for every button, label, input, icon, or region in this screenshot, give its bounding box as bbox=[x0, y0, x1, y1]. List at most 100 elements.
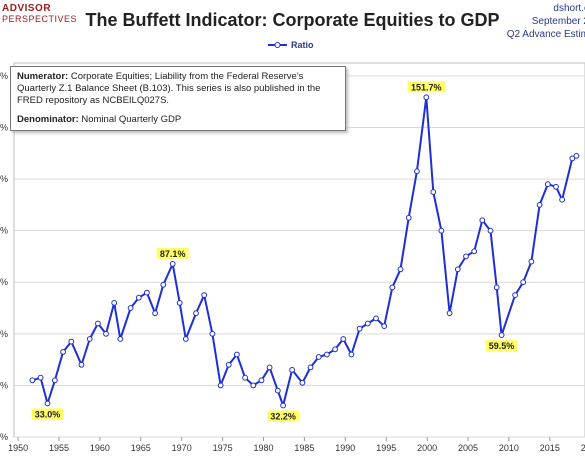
x-tick-label: 2015 bbox=[540, 443, 560, 453]
data-point bbox=[446, 310, 453, 317]
data-point bbox=[536, 202, 543, 208]
x-tick-label: 2005 bbox=[458, 443, 478, 453]
chart-title: The Buffett Indicator: Corporate Equitie… bbox=[85, 10, 500, 30]
data-point bbox=[111, 300, 118, 306]
x-tick-label: 1950 bbox=[8, 443, 28, 453]
annotation-label: 32.2% bbox=[270, 412, 296, 422]
y-tick-label: % bbox=[0, 71, 8, 81]
x-tick-label: 1990 bbox=[335, 443, 355, 453]
data-point bbox=[103, 330, 109, 337]
logo-line-2: PERSPECTIVES bbox=[2, 14, 78, 24]
data-point bbox=[498, 332, 505, 339]
data-point bbox=[471, 248, 478, 255]
x-tick-label: 2020 bbox=[581, 443, 585, 453]
data-point bbox=[258, 377, 265, 384]
annotation-highlight bbox=[31, 408, 64, 420]
logo-line-1: ADVISOR bbox=[2, 3, 52, 14]
data-point bbox=[454, 266, 461, 273]
annotation-label: 33.0% bbox=[35, 409, 61, 419]
x-tick-label: 1970 bbox=[172, 443, 192, 453]
data-point bbox=[152, 310, 159, 317]
data-point bbox=[209, 330, 216, 337]
data-point bbox=[201, 292, 208, 299]
data-point bbox=[559, 196, 565, 203]
annotation-highlight bbox=[407, 81, 446, 93]
data-point bbox=[176, 300, 183, 306]
data-point bbox=[348, 351, 355, 358]
data-point bbox=[512, 292, 518, 299]
data-point bbox=[573, 153, 580, 159]
source-info: dshort.c September 2 Q2 Advance Estim bbox=[507, 2, 585, 41]
source-site: dshort.c bbox=[553, 3, 585, 14]
annotation-highlight bbox=[156, 247, 189, 259]
source-date: September 2 bbox=[531, 16, 585, 27]
definition-box: Numerator: Corporate Equities; Liability… bbox=[10, 66, 346, 131]
numerator-label: Numerator: bbox=[17, 71, 69, 82]
data-point bbox=[217, 382, 224, 389]
y-tick-label: % bbox=[0, 174, 8, 184]
data-point bbox=[569, 155, 576, 162]
y-tick-label: % bbox=[0, 277, 8, 287]
data-point bbox=[280, 402, 287, 409]
annotation-highlight bbox=[485, 340, 518, 352]
data-point bbox=[44, 400, 51, 407]
data-point bbox=[463, 253, 469, 260]
data-point bbox=[307, 364, 314, 371]
data-point bbox=[225, 361, 232, 368]
data-point bbox=[332, 346, 339, 353]
data-point bbox=[414, 168, 420, 175]
annotation-label: 87.1% bbox=[160, 249, 186, 259]
data-point bbox=[193, 310, 199, 317]
data-point bbox=[356, 325, 363, 332]
data-point bbox=[493, 284, 500, 291]
data-point bbox=[135, 294, 142, 301]
data-point bbox=[381, 323, 388, 330]
data-point bbox=[315, 354, 322, 360]
data-point bbox=[144, 289, 150, 296]
x-tick-label: 1955 bbox=[49, 443, 69, 453]
x-tick-label: 1975 bbox=[213, 443, 233, 453]
data-point bbox=[169, 261, 176, 267]
y-tick-label: % bbox=[0, 432, 8, 442]
data-point bbox=[389, 284, 396, 291]
denominator-text: Nominal Quarterly GDP bbox=[78, 114, 182, 125]
data-point bbox=[544, 181, 551, 188]
annotation-label: 59.5% bbox=[489, 341, 515, 351]
data-point bbox=[520, 279, 527, 286]
data-point bbox=[324, 351, 330, 358]
annotation-label: 151.7% bbox=[411, 82, 442, 92]
data-point bbox=[487, 227, 494, 234]
x-tick-label: 1960 bbox=[90, 443, 110, 453]
chart-legend: Ratio bbox=[268, 40, 314, 50]
numerator-note: Numerator: Corporate Equities; Liability… bbox=[17, 71, 339, 107]
data-point bbox=[479, 217, 486, 224]
x-tick-label: 1985 bbox=[294, 443, 314, 453]
source-estimate: Q2 Advance Estim bbox=[506, 29, 585, 40]
data-point bbox=[274, 387, 281, 394]
data-point bbox=[405, 214, 412, 221]
y-tick-label: % bbox=[0, 226, 8, 236]
data-point bbox=[160, 281, 167, 288]
data-point bbox=[95, 320, 101, 327]
y-tick-label: % bbox=[0, 122, 8, 132]
data-point bbox=[250, 382, 257, 389]
x-tick-label: 1980 bbox=[253, 443, 273, 453]
data-point bbox=[242, 374, 249, 381]
y-tick-label: % bbox=[0, 380, 8, 390]
data-point bbox=[553, 183, 559, 190]
x-tick-label: 2000 bbox=[417, 443, 437, 453]
data-point bbox=[86, 336, 93, 342]
data-point bbox=[340, 336, 347, 342]
data-point bbox=[299, 379, 306, 386]
annotation-highlight bbox=[267, 410, 300, 422]
denominator-label: Denominator: bbox=[17, 114, 79, 125]
data-point bbox=[438, 227, 445, 234]
data-point bbox=[430, 189, 437, 195]
data-point bbox=[373, 315, 379, 322]
data-point bbox=[397, 266, 404, 273]
data-point bbox=[266, 364, 273, 371]
data-point bbox=[182, 336, 189, 342]
data-point bbox=[423, 94, 430, 101]
x-tick-label: 2010 bbox=[499, 443, 519, 453]
data-point bbox=[234, 351, 240, 358]
